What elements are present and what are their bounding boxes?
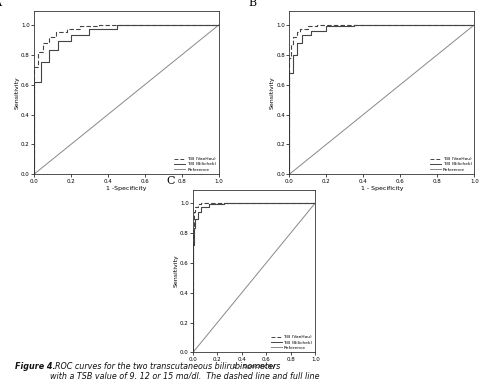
Text: Figure 4.: Figure 4. [15,362,55,371]
X-axis label: 1 -Specificity: 1 -Specificity [106,186,147,191]
X-axis label: 1 - Specificity: 1 - Specificity [361,186,403,191]
Y-axis label: Sensitivity: Sensitivity [15,77,19,109]
Text: C: C [166,177,175,186]
Text: A: A [0,0,1,8]
Text: B: B [249,0,257,8]
Y-axis label: Sensitivity: Sensitivity [270,77,275,109]
Legend: TcB (VanHou), TcB (Bilichek), Reference: TcB (VanHou), TcB (Bilichek), Reference [270,335,313,350]
Legend: TcB (VanHou), TcB (Bilichek), Reference: TcB (VanHou), TcB (Bilichek), Reference [429,157,472,172]
Y-axis label: Sensitivity: Sensitivity [174,255,179,287]
Legend: TcB (VanHou), TcB (Bilichek), Reference: TcB (VanHou), TcB (Bilichek), Reference [174,157,217,172]
Text: ROC curves for the two transcutaneous bilirubinometers
with a TSB value of 9, 12: ROC curves for the two transcutaneous bi… [50,362,319,379]
X-axis label: 1 - Specificity: 1 - Specificity [233,365,275,370]
